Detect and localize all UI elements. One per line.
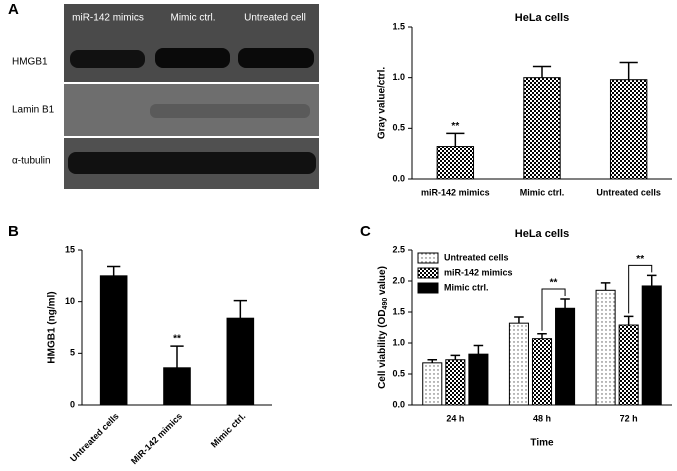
y-tick-label: 1.0: [392, 72, 405, 82]
blot-column: Mimic ctrl.: [171, 13, 216, 24]
legend-swatch: [417, 252, 439, 264]
x-tick-label: 72 h: [620, 413, 638, 423]
panel-label: B: [8, 223, 19, 240]
y-tick-label: 1.0: [392, 337, 405, 347]
y-tick-label: 0.0: [392, 173, 405, 183]
chart-title: HeLa cells: [515, 12, 569, 24]
bar: [436, 146, 475, 180]
error-bar: [233, 299, 247, 319]
error-bar: [427, 358, 438, 363]
y-tick-label: 1.5: [392, 21, 405, 31]
bar: [595, 289, 616, 406]
blot-row: Lamin B1: [12, 105, 55, 116]
legend-label: Mimic ctrl.: [444, 282, 489, 292]
y-axis-label-part: 490: [382, 298, 389, 310]
blot-row: α-tubulin: [12, 156, 51, 167]
bracket: [541, 288, 566, 331]
significance: **: [173, 334, 181, 345]
band: [70, 50, 145, 68]
y-tick-label: 0.5: [392, 123, 405, 133]
y-tick-label: 5: [70, 348, 75, 358]
blot-column: Untreated cell: [244, 13, 306, 24]
x-tick-label: Mimic ctrl.: [520, 187, 565, 197]
bar: [99, 275, 128, 406]
x-tick-label: Untreated cells: [596, 187, 661, 197]
x-tick-label: 48 h: [533, 413, 551, 423]
error-bar: [619, 61, 638, 80]
y-tick-label: 15: [65, 244, 75, 254]
bar: [609, 79, 648, 180]
y-tick-label: 0: [70, 399, 75, 409]
x-axis-label: Time: [530, 438, 554, 449]
y-axis-label: Cell viability (OD490 value): [377, 266, 389, 389]
y-tick-label: 10: [65, 296, 75, 306]
bar: [618, 324, 639, 406]
band: [150, 104, 310, 118]
y-axis-label: Gray value/ctrl.: [377, 67, 388, 139]
bar: [468, 353, 489, 406]
legend-label: Untreated cells: [444, 252, 509, 262]
error-bar: [537, 332, 547, 339]
error-bar: [623, 315, 634, 326]
error-bar: [514, 316, 524, 324]
bracket: [628, 264, 653, 314]
bar: [163, 367, 191, 406]
x-tick-label: miR-142 mimics: [421, 187, 490, 197]
blot: miR-142 mimics Mimic ctrl. Untreated cel…: [12, 4, 319, 189]
y-tick-label: 0.0: [392, 399, 405, 409]
error-bar: [473, 344, 484, 355]
error-bar: [450, 354, 461, 360]
bar: [445, 359, 466, 406]
band: [68, 152, 316, 174]
bar: [555, 307, 576, 406]
significance: **: [636, 254, 644, 265]
panel-label: A: [8, 1, 19, 18]
error-bar: [646, 274, 657, 286]
y-axis-label-part: Cell viability (OD: [377, 309, 388, 388]
y-tick-label: 0.5: [392, 368, 405, 378]
bar: [508, 322, 529, 406]
legend-swatch: [417, 282, 439, 294]
blot-panel: [64, 4, 319, 82]
error-bar: [170, 345, 184, 368]
error-bar: [107, 265, 121, 276]
legend-label: miR-142 mimics: [444, 267, 513, 277]
x-tick-label: Untreated cells: [68, 411, 121, 464]
y-tick-label: 2.0: [392, 275, 405, 285]
error-bar: [446, 132, 465, 147]
y-tick-label: 2.5: [392, 244, 405, 254]
significance: **: [550, 278, 558, 289]
x-tick-label: Mimic ctrl.: [209, 411, 248, 450]
error-bar: [532, 65, 552, 78]
error-bar: [600, 282, 611, 291]
panel-label: C: [360, 223, 371, 240]
bar: [523, 77, 561, 180]
error-bar: [560, 298, 570, 309]
blot-column: miR-142 mimics: [72, 13, 144, 24]
bar: [531, 338, 553, 406]
y-axis-label: HMGB1 (ng/ml): [47, 291, 58, 363]
band: [238, 48, 314, 68]
bar: [226, 317, 255, 406]
legend-swatch: [417, 267, 439, 279]
y-tick-label: 1.5: [392, 306, 405, 316]
x-tick-label: MiR-142 mimics: [129, 411, 184, 466]
x-tick-label: 24 h: [446, 413, 464, 423]
band: [155, 48, 230, 68]
bar: [641, 285, 662, 406]
blot-row: HMGB1: [12, 57, 48, 68]
y-axis-label-part: value): [377, 266, 388, 298]
chart-title: HeLa cells: [515, 228, 569, 240]
significance: **: [451, 121, 459, 132]
bar: [422, 362, 443, 406]
